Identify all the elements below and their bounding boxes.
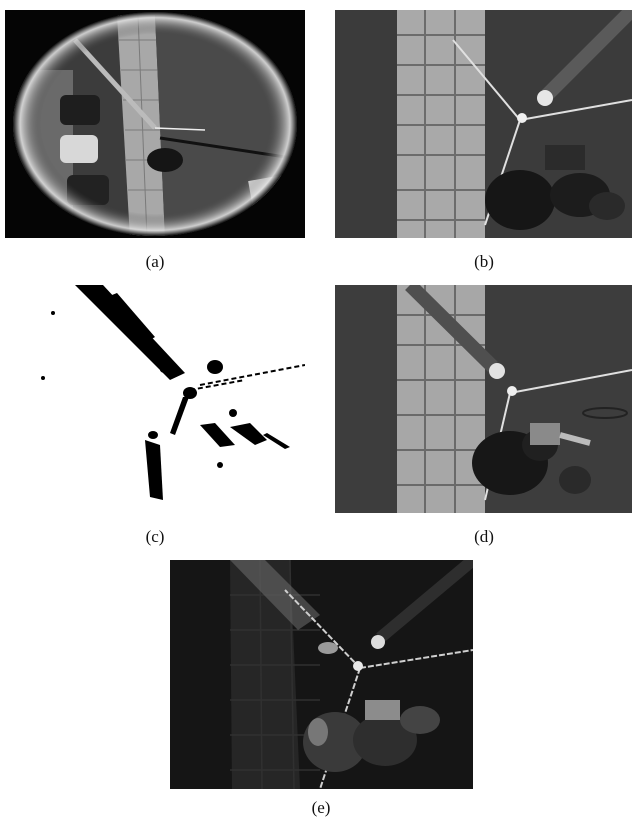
panel-b-camera-image [335, 10, 632, 238]
panel-a-fisheye-image [5, 10, 305, 238]
caption-b: (b) [474, 252, 494, 271]
panel-d-camera-image [335, 285, 632, 513]
caption-e: (e) [311, 798, 331, 817]
panel-c-binary-mask [5, 285, 305, 513]
caption-d: (d) [474, 527, 494, 546]
caption-c: (c) [145, 527, 165, 546]
panel-e-difference-image [170, 560, 473, 789]
caption-a: (a) [145, 252, 165, 271]
